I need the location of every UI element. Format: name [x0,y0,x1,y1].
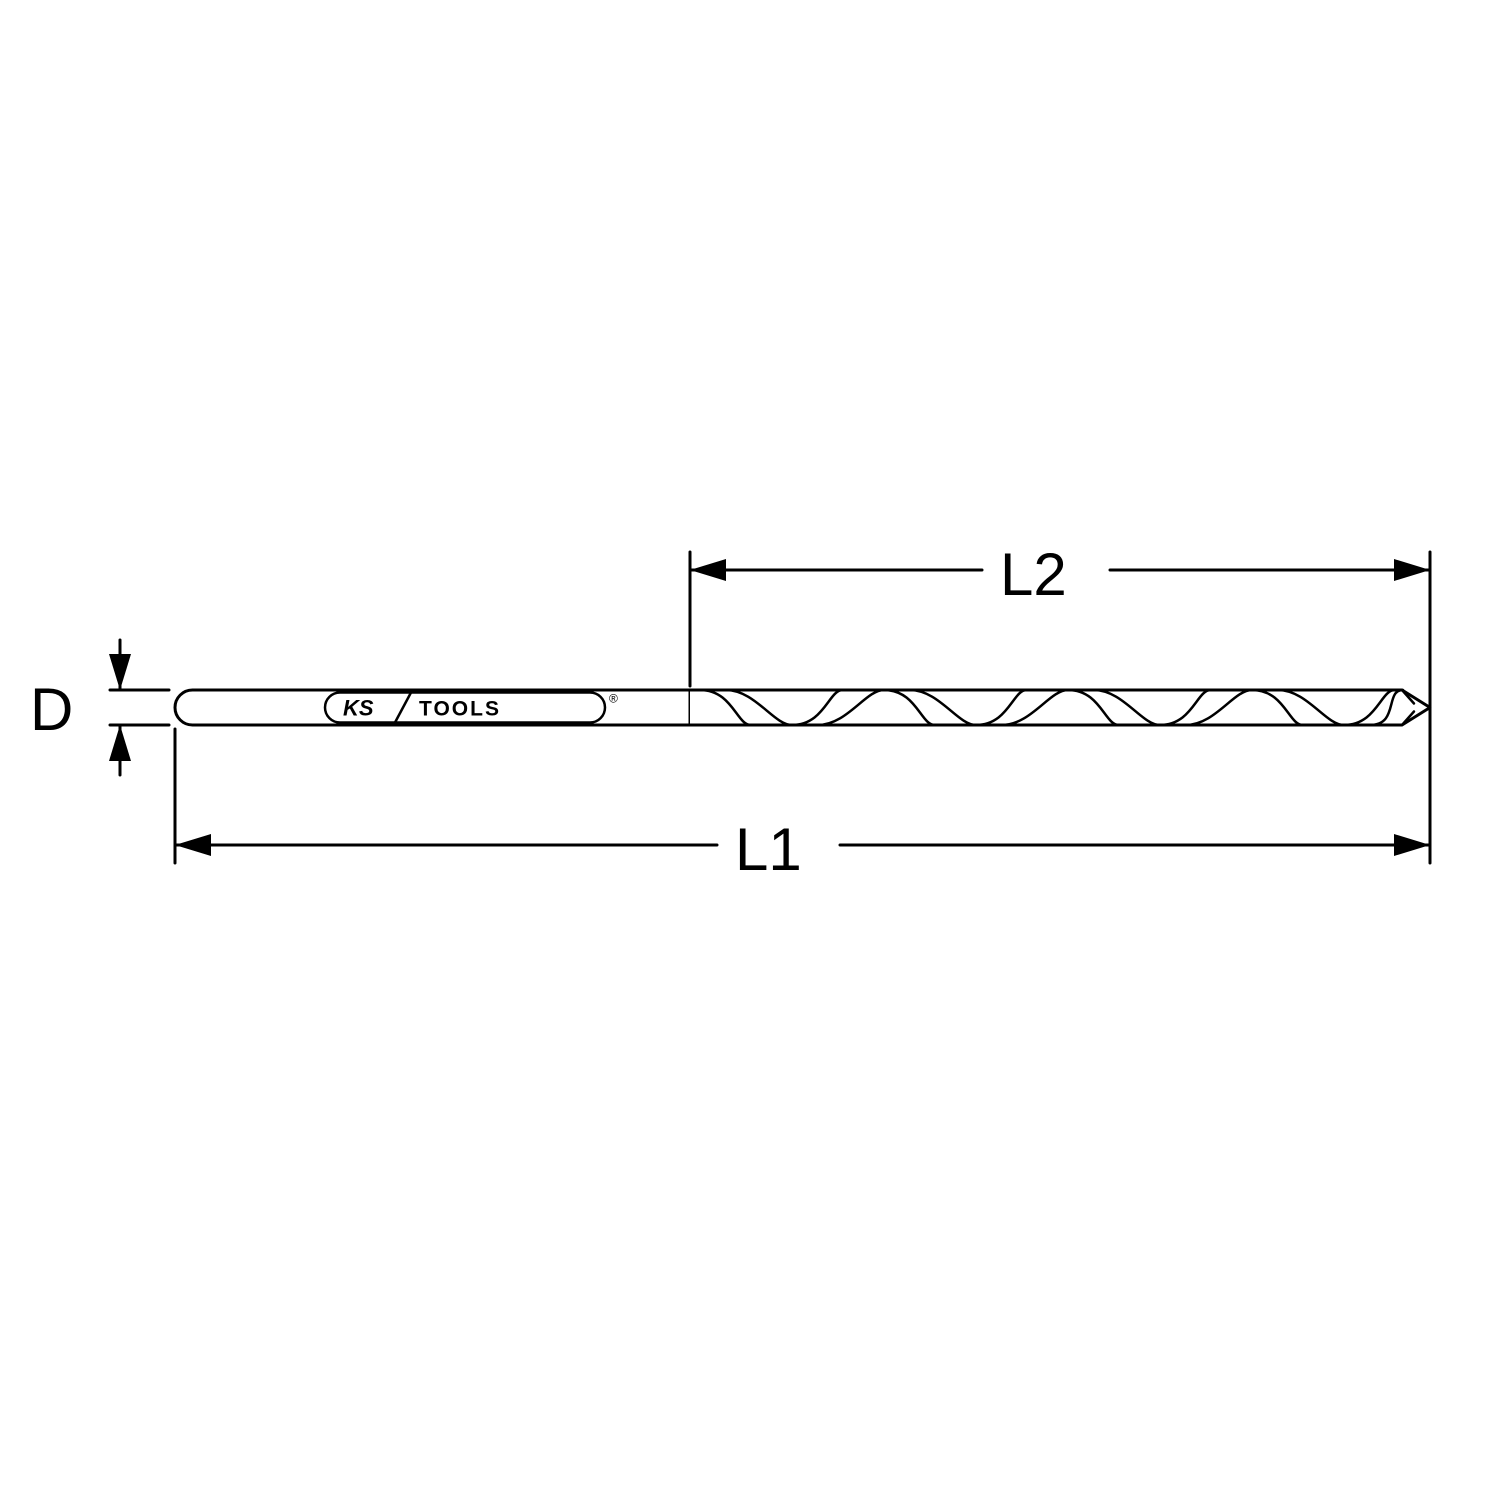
svg-text:®: ® [609,692,618,706]
svg-text:KS: KS [343,696,374,721]
brand-badge: KS TOOLS ® [325,692,618,723]
technical-drawing: KS TOOLS ® D L1 L2 [0,0,1500,1500]
flute-length-label: L2 [1000,540,1067,609]
svg-text:TOOLS: TOOLS [419,698,501,721]
overall-length-label: L1 [735,815,802,884]
drawing-svg: KS TOOLS ® [0,0,1500,1500]
diameter-label: D [30,675,73,744]
